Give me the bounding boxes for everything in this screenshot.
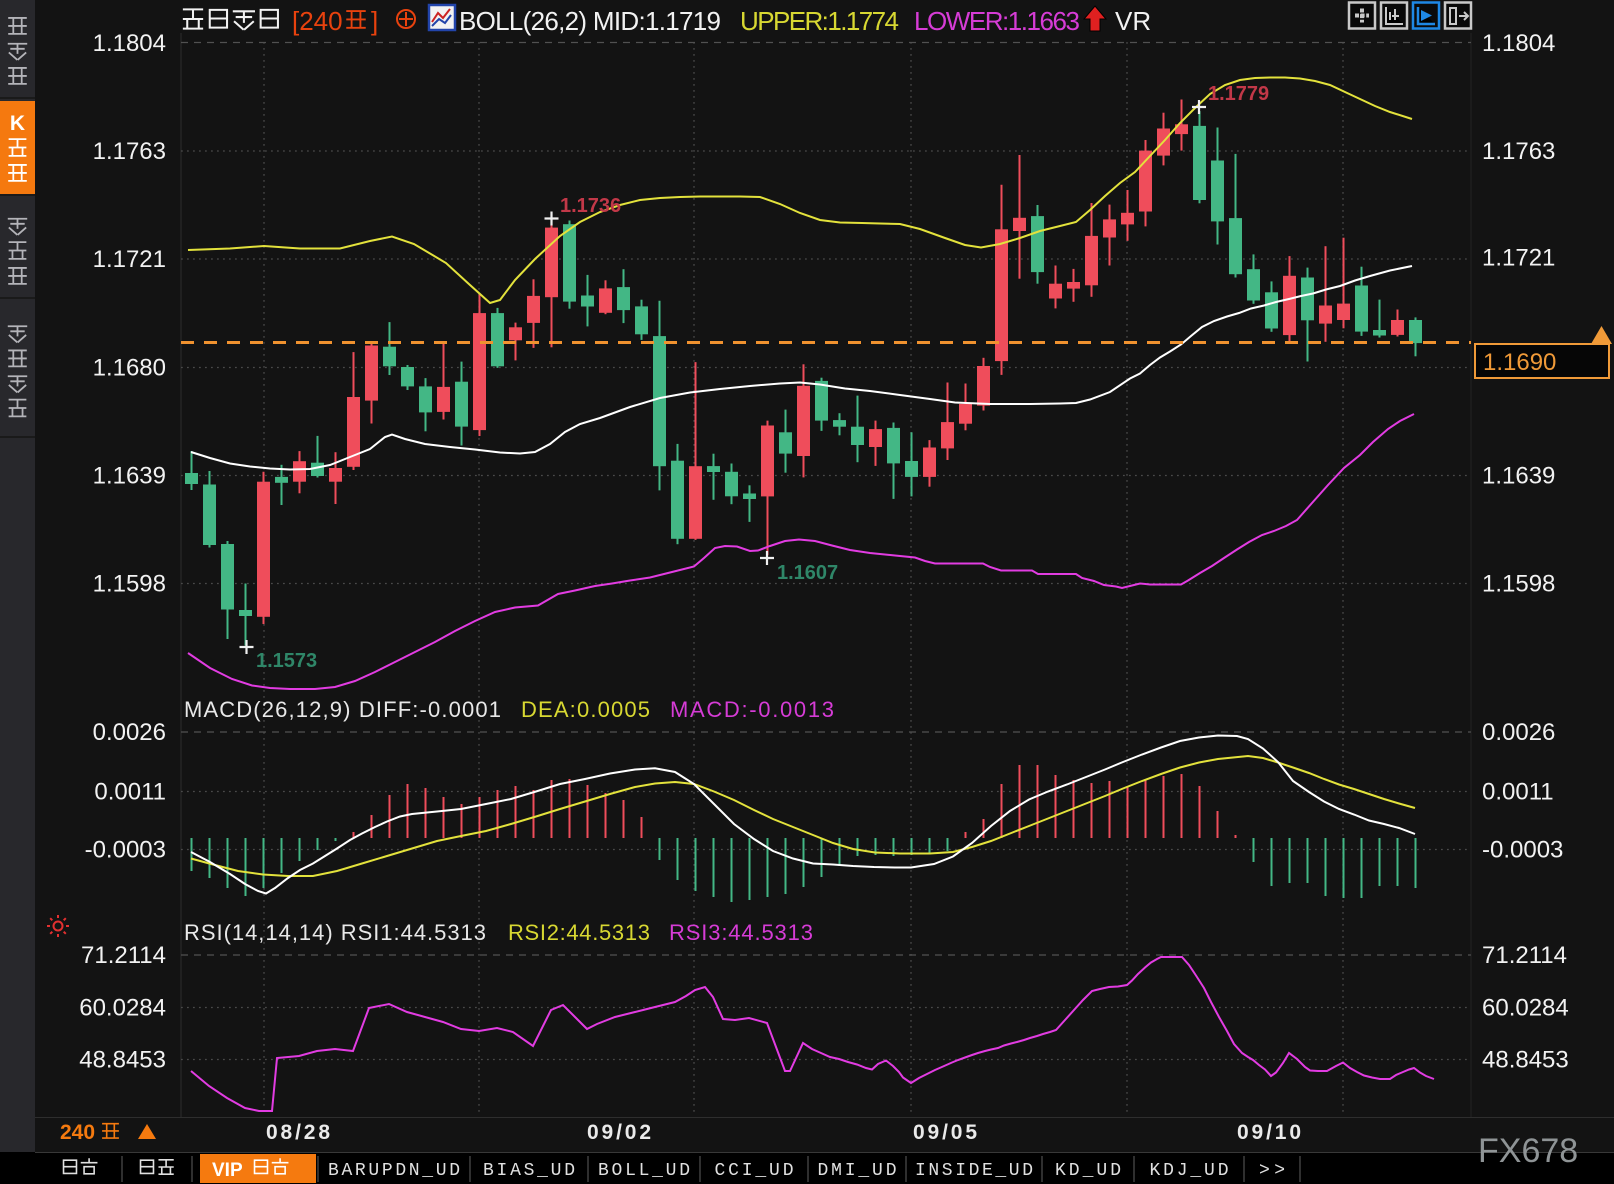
svg-text:LOWER:1.1663: LOWER:1.1663 [914, 6, 1080, 36]
svg-text:71.2114: 71.2114 [81, 942, 166, 969]
svg-text:KD_UD: KD_UD [1055, 1161, 1121, 1181]
svg-text:1.1639: 1.1639 [93, 463, 166, 490]
svg-text:MACD(26,12,9) DIFF:-0.0001: MACD(26,12,9) DIFF:-0.0001 [184, 697, 501, 722]
svg-text:-0.0003: -0.0003 [85, 837, 166, 864]
svg-text:-0.0003: -0.0003 [1482, 837, 1563, 864]
svg-text:BOLL(26,2) MID:1.1719: BOLL(26,2) MID:1.1719 [459, 6, 721, 36]
svg-text:0.0026: 0.0026 [93, 719, 166, 746]
svg-text:0.0011: 0.0011 [1482, 779, 1554, 806]
svg-text:0.0026: 0.0026 [1482, 719, 1555, 746]
svg-text:1.1598: 1.1598 [1482, 571, 1555, 598]
svg-text:BOLL_UD: BOLL_UD [598, 1161, 690, 1181]
svg-text:48.8453: 48.8453 [79, 1047, 166, 1074]
svg-text:MACD:-0.0013: MACD:-0.0013 [670, 697, 834, 722]
svg-text:1.1779: 1.1779 [1208, 83, 1269, 105]
svg-text:1.1721: 1.1721 [1482, 245, 1555, 272]
svg-text:71.2114: 71.2114 [1482, 942, 1567, 969]
svg-text:UPPER:1.1774: UPPER:1.1774 [740, 6, 899, 36]
svg-text:09/02: 09/02 [587, 1121, 651, 1144]
svg-text:1.1690: 1.1690 [1483, 349, 1556, 376]
svg-text:09/05: 09/05 [913, 1121, 977, 1144]
svg-text:1.1736: 1.1736 [560, 195, 621, 217]
svg-text:09/10: 09/10 [1237, 1121, 1301, 1144]
svg-text:RSI(14,14,14) RSI1:44.5313: RSI(14,14,14) RSI1:44.5313 [184, 920, 486, 945]
svg-text:RSI3:44.5313: RSI3:44.5313 [669, 920, 813, 945]
svg-text:VR: VR [1115, 6, 1151, 36]
svg-text:240: 240 [60, 1121, 95, 1144]
svg-text:1.1639: 1.1639 [1482, 463, 1555, 490]
svg-text:DEA:0.0005: DEA:0.0005 [521, 697, 650, 722]
svg-text:1.1607: 1.1607 [777, 562, 838, 584]
svg-text:RSI2:44.5313: RSI2:44.5313 [508, 920, 650, 945]
svg-text:0.0011: 0.0011 [94, 779, 166, 806]
svg-text:1.1598: 1.1598 [93, 571, 166, 598]
svg-text:60.0284: 60.0284 [79, 995, 166, 1022]
svg-text:BIAS_UD: BIAS_UD [483, 1161, 575, 1181]
svg-text:1.1763: 1.1763 [93, 138, 166, 165]
svg-text:08/28: 08/28 [266, 1121, 330, 1144]
svg-text:1.1804: 1.1804 [1482, 30, 1555, 57]
svg-text:60.0284: 60.0284 [1482, 995, 1569, 1022]
svg-text:FX678: FX678 [1478, 1132, 1578, 1170]
svg-text:INSIDE_UD: INSIDE_UD [915, 1161, 1033, 1181]
svg-text:1.1804: 1.1804 [93, 30, 166, 57]
svg-text:]: ] [371, 6, 378, 36]
svg-text:1.1763: 1.1763 [1482, 138, 1555, 165]
svg-text:K: K [10, 112, 25, 135]
svg-text:VIP: VIP [212, 1160, 243, 1181]
svg-text:48.8453: 48.8453 [1482, 1047, 1569, 1074]
svg-text:1.1573: 1.1573 [256, 650, 317, 672]
svg-text:1.1680: 1.1680 [93, 355, 166, 382]
svg-text:1.1721: 1.1721 [93, 246, 166, 273]
svg-text:[240: [240 [292, 6, 343, 36]
